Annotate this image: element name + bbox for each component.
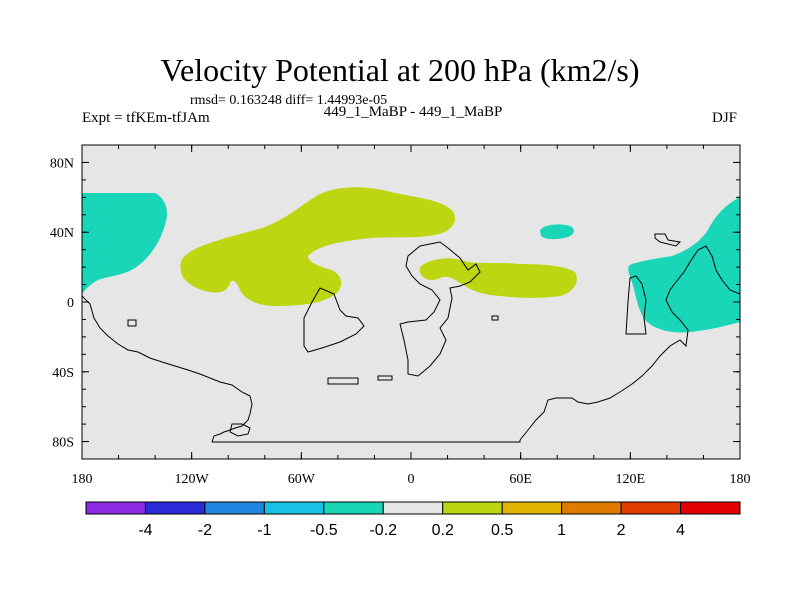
colorbar-swatch	[620, 501, 682, 515]
coastline-americas	[82, 295, 253, 443]
coastline-antarctic-peninsula	[229, 423, 251, 437]
latitude-axis: 80N 40N 0 40S 80S	[50, 144, 740, 460]
colorbar-swatch	[382, 501, 444, 515]
negative-anomaly-small-blob	[540, 224, 574, 240]
coastline-eurasia	[519, 245, 740, 441]
coastline-small-island-2	[491, 315, 499, 321]
colorbar-swatch	[263, 501, 325, 515]
colorbar-label: -0.2	[369, 522, 397, 539]
lat-tick-label: 40N	[50, 226, 74, 241]
colorbar-label: -0.5	[310, 522, 338, 539]
colorbar-label: 0.5	[491, 522, 513, 539]
coastline-antarctic-shelf	[212, 440, 521, 443]
colorbar-swatch	[561, 501, 622, 515]
stats-line: rmsd= 0.163248 diff= 1.44993e-05	[190, 93, 388, 108]
positive-anomaly-region-arabia	[419, 258, 577, 298]
coastline-small-island-1	[127, 319, 137, 327]
lat-tick-label: 0	[67, 296, 74, 311]
colorbar-label: 4	[676, 522, 685, 539]
lon-tick-label: 180	[730, 472, 751, 487]
colorbar: -4 -2 -1 -0.5 -0.2 0.2 0.5 1 2 4	[85, 501, 741, 539]
season-label: DJF	[712, 110, 738, 126]
lon-tick-label: 120E	[616, 472, 646, 487]
lon-tick-label: 60E	[509, 472, 532, 487]
colorbar-swatch	[501, 501, 563, 515]
coastline-small-island-4	[377, 375, 393, 381]
colorbar-label: 2	[617, 522, 626, 539]
contour-fill-layer	[82, 187, 740, 333]
lon-tick-label: 120W	[175, 472, 210, 487]
colorbar-swatch	[204, 501, 265, 515]
negative-anomaly-region-asia	[628, 197, 740, 333]
case-label: 449_1_MaBP - 449_1_MaBP	[323, 104, 503, 120]
plot-title: Velocity Potential at 200 hPa (km2/s)	[160, 52, 640, 88]
experiment-label: Expt = tfKEm-tfJAm	[82, 110, 210, 126]
lat-tick-label: 80N	[50, 156, 74, 171]
lon-tick-label: 180	[72, 472, 93, 487]
longitude-axis: 180 120W 60W 0 60E 120E 180	[72, 145, 751, 487]
colorbar-swatch	[680, 501, 741, 515]
colorbar-label: 0.2	[432, 522, 454, 539]
negative-anomaly-region-pacific-west	[82, 193, 167, 294]
coastline-africa	[399, 241, 481, 377]
lon-tick-label: 0	[408, 472, 415, 487]
colorbar-label: -2	[198, 522, 212, 539]
coastline-island-arc	[654, 233, 682, 247]
coastline-small-island-3	[327, 377, 359, 385]
coastline-maritime-continent	[625, 275, 647, 335]
colorbar-label: -4	[138, 522, 152, 539]
lat-tick-label: 40S	[52, 366, 74, 381]
positive-anomaly-region-atlantic	[180, 187, 456, 306]
colorbar-swatch	[442, 501, 503, 515]
coastline-layer	[82, 233, 740, 443]
colorbar-swatch	[85, 501, 146, 515]
colorbar-label: 1	[557, 522, 566, 539]
lat-tick-label: 80S	[52, 436, 74, 451]
colorbar-swatch	[144, 501, 206, 515]
colorbar-swatch	[323, 501, 384, 515]
coastline-south-america	[303, 287, 365, 353]
lon-tick-label: 60W	[288, 472, 316, 487]
colorbar-label: -1	[257, 522, 271, 539]
